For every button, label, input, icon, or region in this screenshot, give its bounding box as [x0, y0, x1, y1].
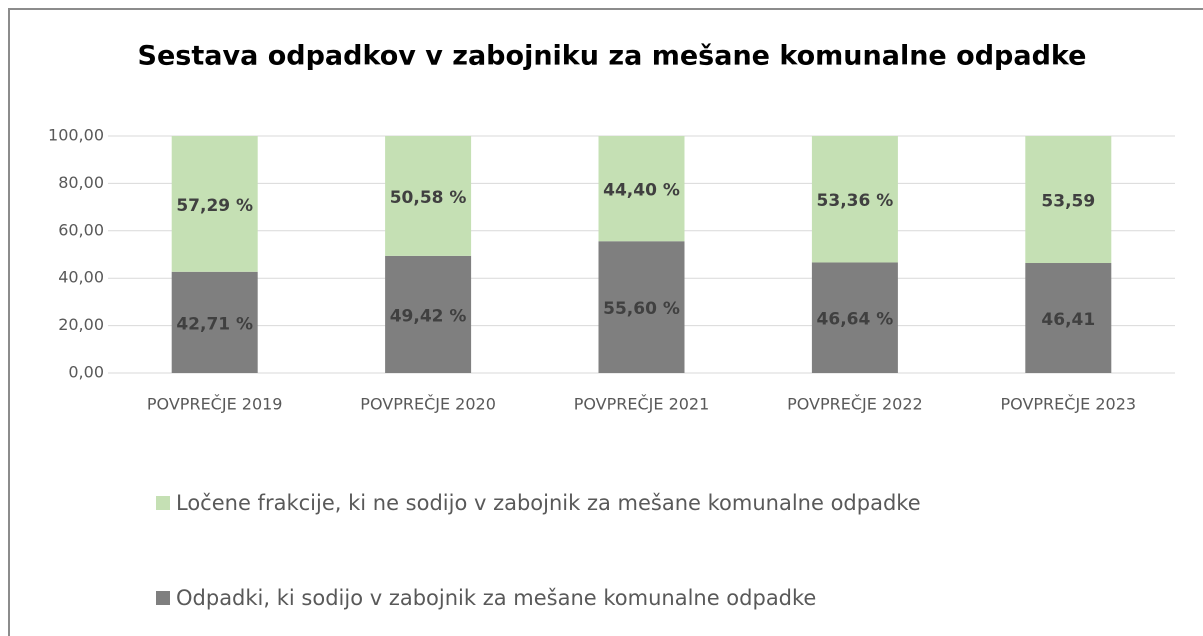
data-label: 42,71 % — [176, 314, 253, 334]
bar-segment — [385, 255, 472, 373]
data-label: 46,64 % — [817, 310, 894, 330]
y-tick-label: 40,00 — [58, 268, 104, 287]
data-label: 53,36 % — [817, 191, 894, 211]
bar-segment — [385, 136, 472, 256]
x-tick-label: POVPREČJE 2020 — [360, 395, 496, 414]
bar-segment — [1025, 263, 1112, 373]
data-label: 55,60 % — [603, 299, 680, 319]
legend-label: Ločene frakcije, ki ne sodijo v zabojnik… — [176, 491, 921, 515]
x-tick-label: POVPREČJE 2021 — [574, 395, 710, 414]
y-tick-label: 0,00 — [68, 363, 104, 382]
bar-segment — [171, 136, 258, 272]
data-label: 57,29 % — [176, 196, 253, 216]
x-tick-label: POVPREČJE 2019 — [147, 395, 283, 414]
data-label: 53,59 — [1041, 192, 1095, 212]
bar-segment — [811, 136, 898, 263]
data-label: 46,41 — [1041, 310, 1095, 330]
y-tick-label: 20,00 — [58, 315, 104, 334]
chart-title: Sestava odpadkov v zabojniku za mešane k… — [138, 41, 1087, 72]
x-tick-label: POVPREČJE 2022 — [787, 395, 923, 414]
bar-segment — [598, 136, 685, 242]
y-tick-label: 60,00 — [58, 220, 104, 239]
bar-segment — [171, 271, 258, 373]
data-label: 49,42 % — [390, 306, 467, 326]
y-tick-label: 80,00 — [58, 173, 104, 192]
y-tick-label: 100,00 — [48, 126, 104, 145]
bar-segment — [1025, 136, 1112, 264]
legend-swatch — [156, 591, 170, 605]
data-label: 50,58 % — [390, 188, 467, 208]
legend-label: Odpadki, ki sodijo v zabojnik za mešane … — [176, 586, 816, 610]
bar-segment — [598, 241, 685, 373]
data-label: 44,40 % — [603, 181, 680, 201]
bar-segment — [811, 262, 898, 373]
legend-swatch — [156, 496, 170, 510]
x-tick-label: POVPREČJE 2023 — [1001, 395, 1137, 414]
